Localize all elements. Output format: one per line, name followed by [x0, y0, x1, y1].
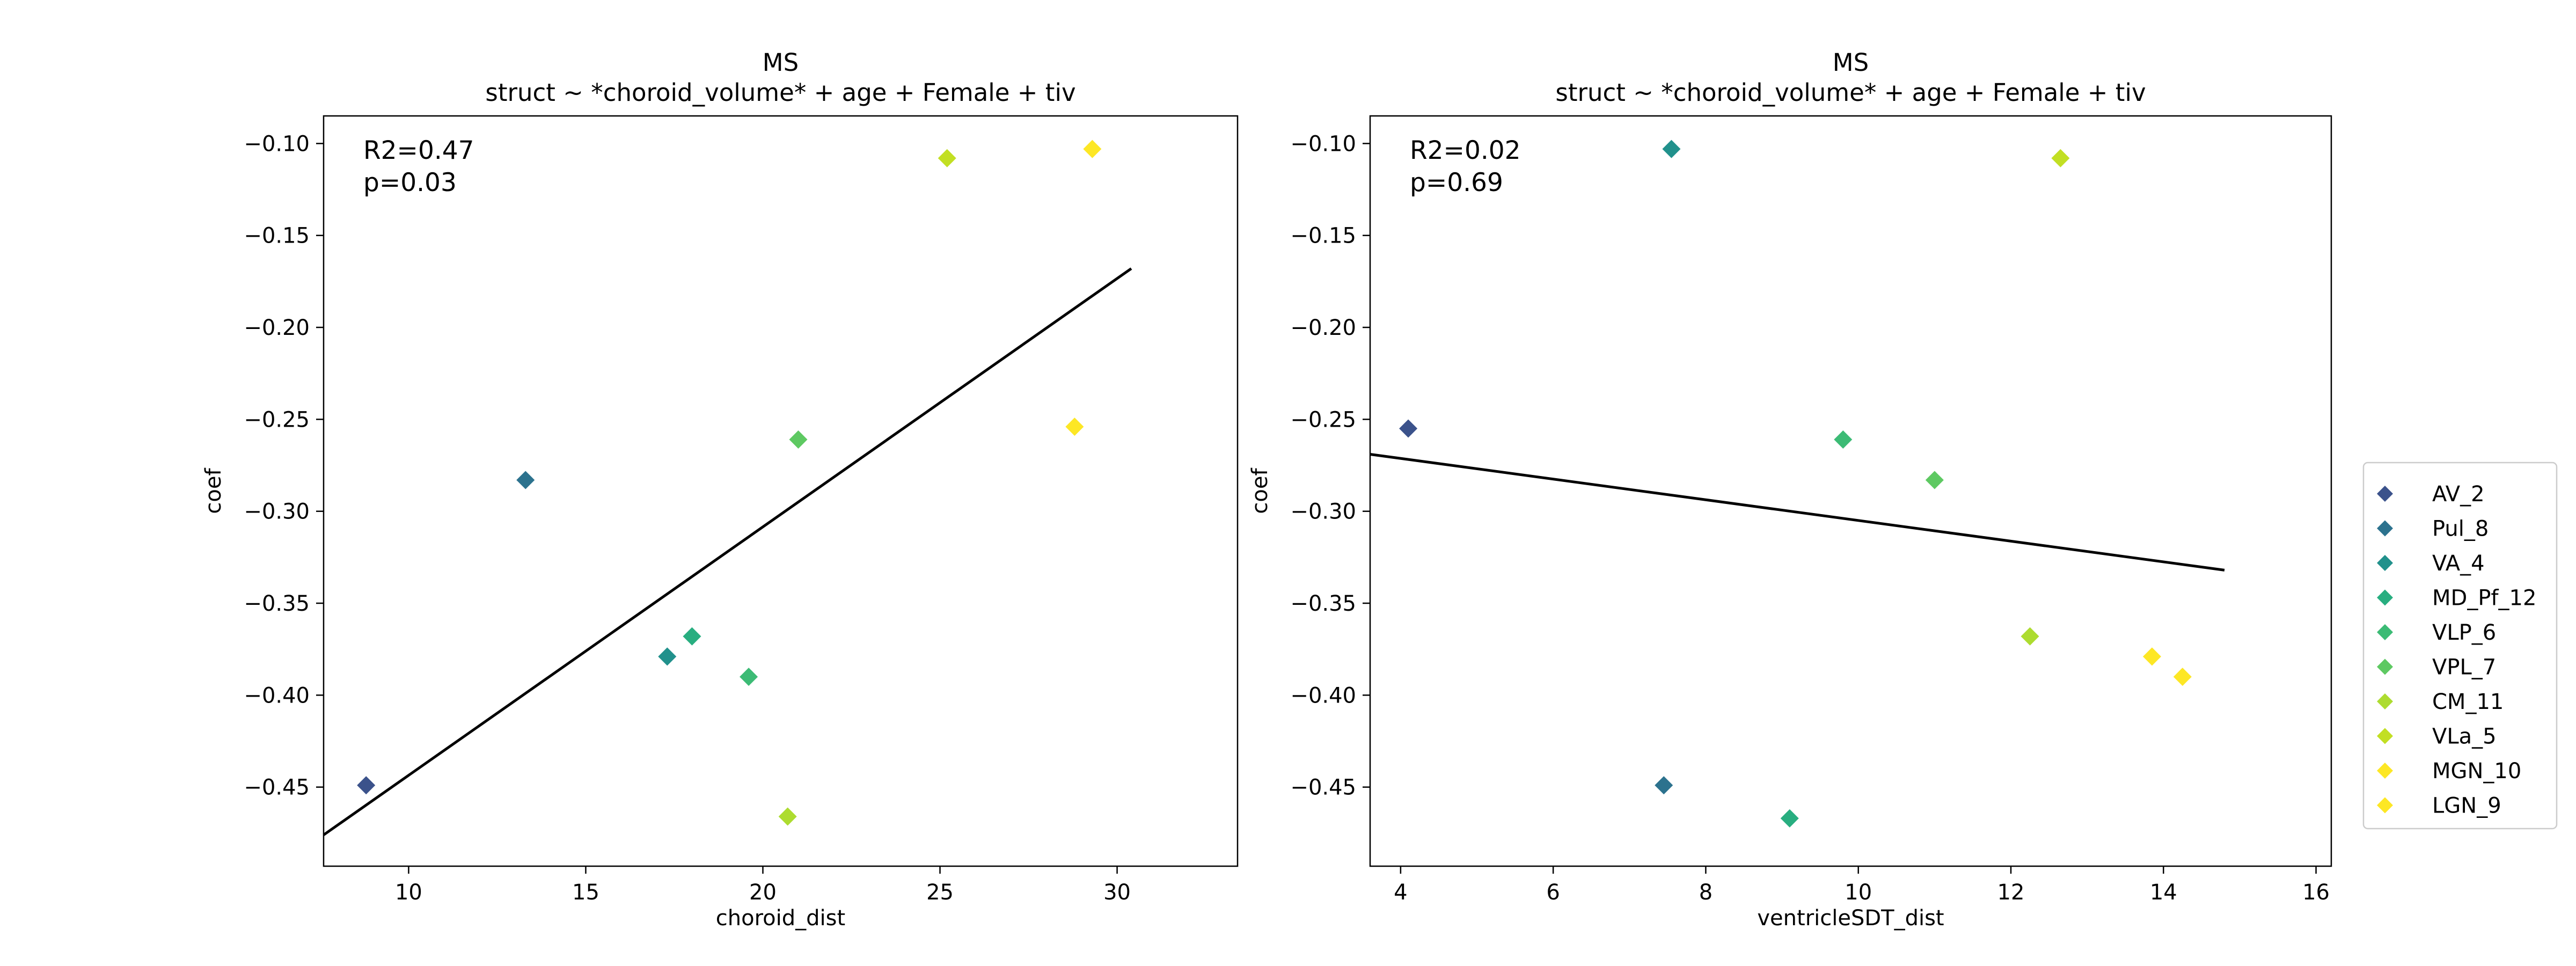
legend-marker — [2377, 624, 2393, 640]
y-axis-label: coef — [201, 468, 226, 514]
y-tick-label: −0.40 — [244, 683, 310, 708]
legend-label: VLP_6 — [2432, 620, 2496, 645]
legend-label: CM_11 — [2432, 690, 2504, 714]
legend-label: Pul_8 — [2432, 517, 2489, 541]
x-axis-label: ventricleSDT_dist — [1757, 906, 1944, 931]
plot-frame — [323, 115, 1239, 867]
data-point-vpl-7 — [789, 430, 808, 449]
y-tick-label: −0.30 — [244, 500, 310, 524]
x-tick-label: 20 — [749, 880, 777, 905]
x-tick-label: 10 — [1845, 880, 1872, 905]
y-tick-label: −0.35 — [244, 591, 310, 616]
y-tick-label: −0.25 — [1290, 407, 1356, 432]
data-point-av-2 — [1399, 419, 1418, 438]
p-value-annotation: p=0.03 — [363, 168, 457, 197]
x-tick-label: 25 — [926, 880, 954, 905]
legend-marker — [2377, 658, 2393, 675]
legend-marker — [2377, 693, 2393, 709]
regression-line — [1370, 452, 2225, 572]
legend-label: VLa_5 — [2432, 724, 2497, 749]
chart-subtitle: struct ~ *choroid_volume* + age + Female… — [485, 78, 1075, 107]
legend-marker — [2377, 589, 2393, 606]
y-tick-label: −0.30 — [1290, 500, 1356, 524]
legend-box — [2362, 462, 2558, 830]
y-tick-label: −0.10 — [1290, 131, 1356, 156]
legend-label: MD_Pf_12 — [2432, 586, 2536, 611]
r2-annotation: R2=0.02 — [1410, 136, 1521, 165]
legend: AV_2 Pul_8 VA_4 MD_Pf_12 VLP_6 VPL_7 CM_11 VLa_… — [2362, 462, 2558, 830]
data-point-vla-5 — [938, 149, 956, 167]
legend-label: MGN_10 — [2432, 759, 2521, 784]
y-tick-label: −0.20 — [1290, 316, 1356, 340]
data-point-vla-5 — [2051, 149, 2070, 167]
p-value-annotation: p=0.69 — [1410, 168, 1503, 197]
legend-marker — [2377, 797, 2393, 814]
x-tick-label: 10 — [395, 880, 422, 905]
y-tick-label: −0.25 — [244, 407, 310, 432]
x-tick-label: 6 — [1546, 880, 1560, 905]
data-point-mgn-10 — [1065, 418, 1084, 436]
legend-marker — [2377, 486, 2393, 502]
x-tick-label: 15 — [572, 880, 599, 905]
x-tick-label: 30 — [1103, 880, 1131, 905]
legend-label: VA_4 — [2432, 551, 2485, 576]
data-point-cm-11 — [2021, 627, 2039, 646]
legend-marker — [2377, 555, 2393, 571]
x-tick-label: 8 — [1699, 880, 1713, 905]
y-tick-label: −0.45 — [1290, 775, 1356, 800]
y-tick-label: −0.45 — [244, 775, 310, 800]
y-tick-label: −0.35 — [1290, 591, 1356, 616]
y-axis-label: coef — [1248, 468, 1272, 514]
legend-label: AV_2 — [2432, 482, 2485, 507]
data-point-av-2 — [357, 776, 376, 795]
chart-title: MS — [763, 48, 799, 77]
legend-label: VPL_7 — [2432, 655, 2496, 680]
data-point-pul-8 — [1655, 776, 1673, 795]
data-point-lgn-9 — [1083, 140, 1102, 158]
data-point-lgn-9 — [2173, 668, 2192, 686]
data-point-md-pf-12 — [683, 627, 701, 646]
y-tick-label: −0.20 — [244, 316, 310, 340]
x-axis-label: choroid_dist — [716, 906, 845, 931]
x-tick-label: 14 — [2150, 880, 2177, 905]
x-tick-label: 4 — [1394, 880, 1407, 905]
regression-line — [323, 267, 1132, 836]
data-point-vpl-7 — [1925, 471, 1944, 489]
legend-marker — [2377, 763, 2393, 779]
legend-marker — [2377, 728, 2393, 744]
data-point-mgn-10 — [2142, 647, 2161, 666]
chart-title: MS — [1833, 48, 1869, 77]
plot-frame — [1369, 115, 2332, 867]
data-point-cm-11 — [778, 807, 797, 826]
data-point-vlp-6 — [740, 668, 758, 686]
y-tick-label: −0.15 — [1290, 224, 1356, 248]
x-tick-label: 16 — [2302, 880, 2330, 905]
legend-marker — [2377, 520, 2393, 537]
r2-annotation: R2=0.47 — [363, 136, 474, 165]
data-point-vlp-6 — [1834, 430, 1853, 449]
legend-label: LGN_9 — [2432, 794, 2501, 818]
y-tick-label: −0.15 — [244, 224, 310, 248]
x-tick-label: 12 — [1997, 880, 2025, 905]
data-point-pul-8 — [516, 471, 535, 489]
chart-subtitle: struct ~ *choroid_volume* + age + Female… — [1555, 78, 2146, 107]
data-point-va-4 — [658, 647, 677, 666]
y-tick-label: −0.10 — [244, 131, 310, 156]
data-point-md-pf-12 — [1780, 809, 1799, 828]
y-tick-label: −0.40 — [1290, 683, 1356, 708]
data-point-va-4 — [1662, 140, 1681, 158]
